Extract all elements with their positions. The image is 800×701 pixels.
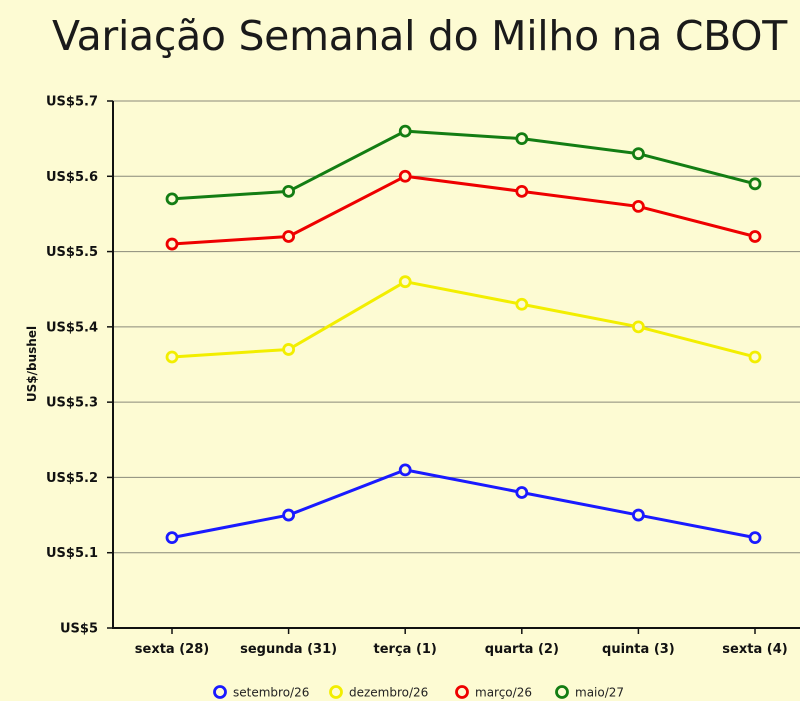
data-point bbox=[398, 275, 412, 289]
y-tick-label: US$5.7 bbox=[46, 95, 98, 110]
legend-label: maio/27 bbox=[575, 686, 624, 700]
legend-item: dezembro/26 bbox=[329, 685, 428, 700]
y-axis-title: US$/bushel bbox=[25, 326, 39, 402]
data-point bbox=[398, 169, 412, 183]
data-point bbox=[165, 531, 179, 545]
gridlines bbox=[113, 100, 800, 554]
legend-item: setembro/26 bbox=[213, 685, 309, 700]
y-tick-label: US$5.3 bbox=[46, 396, 98, 411]
legend-marker bbox=[329, 685, 343, 699]
series-line bbox=[171, 129, 756, 201]
data-point bbox=[398, 463, 412, 477]
legend: setembro/26 dezembro/26 março/26 maio/27 bbox=[213, 685, 624, 700]
data-point bbox=[282, 508, 296, 522]
x-tick-labels: sexta (28) segunda (31) terça (1) quarta (2… bbox=[135, 642, 788, 657]
y-tick-label: US$5.5 bbox=[46, 245, 98, 260]
y-tick-label: US$5.1 bbox=[46, 546, 98, 561]
legend-item: maio/27 bbox=[555, 685, 624, 700]
data-point bbox=[165, 237, 179, 251]
data-point bbox=[515, 132, 529, 146]
series-line bbox=[171, 280, 756, 359]
data-point bbox=[282, 184, 296, 198]
legend-marker bbox=[213, 685, 227, 699]
x-tick-label: sexta (4) bbox=[722, 642, 787, 657]
legend-item: março/26 bbox=[455, 685, 532, 700]
data-point bbox=[632, 320, 645, 334]
legend-marker bbox=[455, 685, 469, 699]
data-point bbox=[748, 531, 762, 545]
legend-label: setembro/26 bbox=[233, 686, 309, 700]
data-point bbox=[632, 508, 645, 522]
data-point bbox=[165, 350, 179, 364]
x-tick-label: quinta (3) bbox=[602, 642, 675, 657]
legend-label: março/26 bbox=[475, 686, 532, 700]
data-point bbox=[515, 486, 529, 499]
data-point bbox=[632, 147, 645, 161]
legend-marker bbox=[555, 685, 569, 699]
data-point bbox=[398, 124, 412, 138]
y-tick-label: US$5.4 bbox=[46, 320, 98, 335]
series-line bbox=[171, 174, 756, 246]
data-point bbox=[515, 297, 529, 311]
data-point bbox=[282, 230, 296, 243]
data-point bbox=[632, 199, 645, 213]
x-tick-label: sexta (28) bbox=[135, 642, 209, 657]
axes bbox=[107, 100, 800, 634]
data-point bbox=[165, 192, 179, 206]
series-line bbox=[171, 468, 756, 540]
data-point bbox=[748, 230, 762, 243]
data-point bbox=[282, 343, 296, 356]
data-point bbox=[748, 177, 762, 191]
data-point bbox=[515, 184, 529, 198]
x-tick-label: quarta (2) bbox=[485, 642, 559, 657]
series-lines bbox=[165, 124, 762, 545]
legend-label: dezembro/26 bbox=[349, 686, 428, 700]
x-tick-label: terça (1) bbox=[374, 642, 437, 657]
chart-title: Variação Semanal do Milho na CBOT bbox=[52, 12, 787, 60]
y-tick-labels: US$5 US$5.1 US$5.2 US$5.3 US$5.4 US$5.5 US$5.6… bbox=[46, 95, 98, 637]
y-tick-label: US$5 bbox=[60, 622, 98, 637]
y-tick-label: US$5.2 bbox=[46, 471, 98, 486]
data-point bbox=[748, 350, 762, 364]
y-tick-label: US$5.6 bbox=[46, 170, 98, 185]
x-tick-label: segunda (31) bbox=[240, 642, 337, 657]
